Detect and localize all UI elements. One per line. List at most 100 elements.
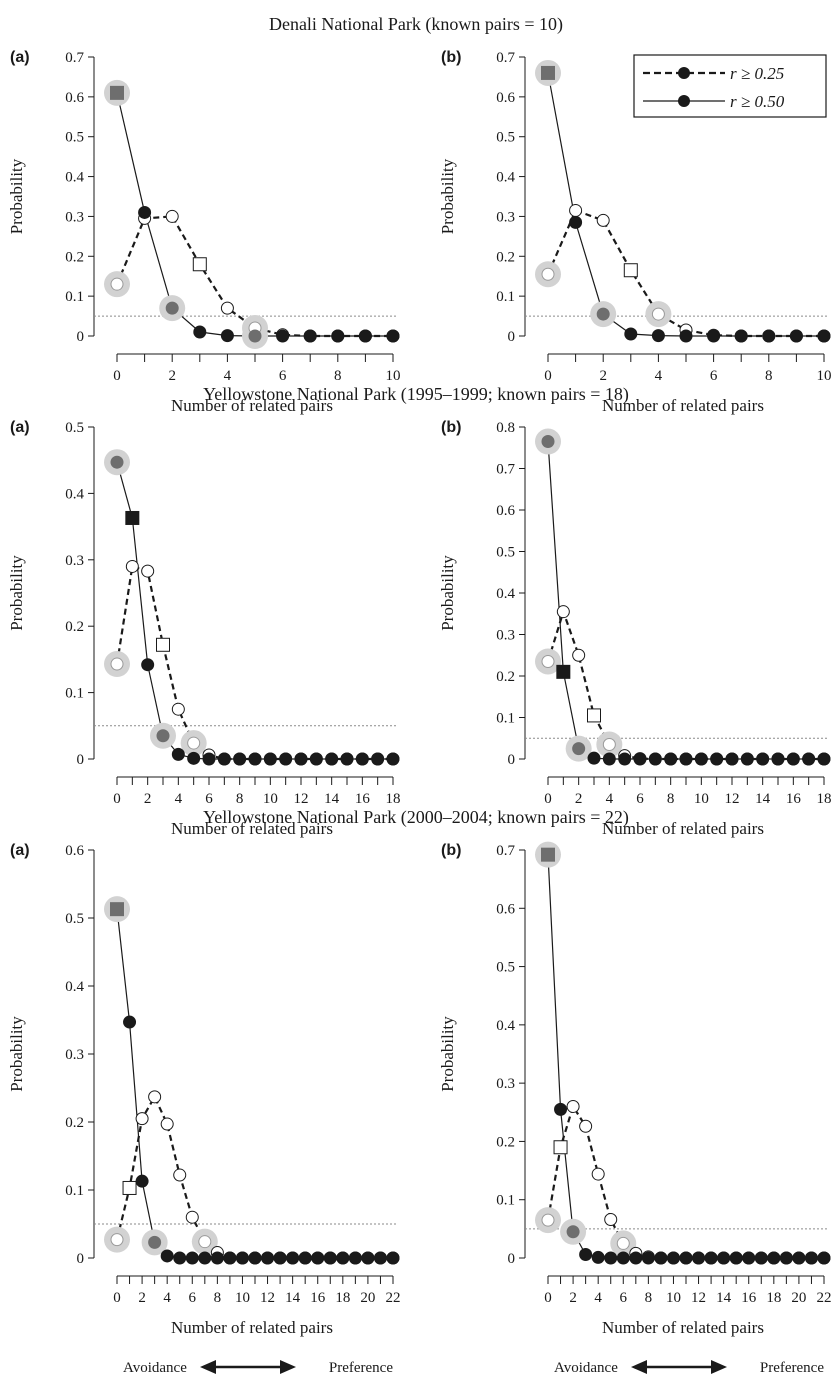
x-tick-label: 18	[335, 1290, 350, 1306]
data-point-r25	[541, 654, 555, 668]
data-point-r50-square	[556, 664, 571, 679]
data-point-r50	[789, 329, 803, 343]
y-tick-label: 0.5	[496, 130, 515, 146]
data-point-r50	[273, 1251, 287, 1265]
data-point-r50	[311, 1251, 325, 1265]
data-point-r50	[742, 1251, 756, 1265]
data-point-r50	[771, 752, 785, 766]
data-point-r25	[604, 1213, 618, 1227]
x-axis-title: Number of related pairs	[602, 819, 764, 838]
data-point-r25	[220, 301, 234, 315]
data-point-r50	[171, 747, 185, 761]
x-tick-label: 6	[205, 791, 213, 807]
x-tick-label: 8	[667, 791, 675, 807]
x-tick-label: 12	[294, 791, 309, 807]
data-point-r50	[358, 329, 372, 343]
data-point-r50	[704, 1251, 718, 1265]
data-point-r25	[566, 1099, 580, 1113]
series-line-r50	[116, 462, 393, 760]
data-point-r50	[373, 1251, 387, 1265]
legend-label-r25: r ≥ 0.25	[730, 64, 784, 83]
data-point-r25	[125, 559, 139, 573]
y-tick-label: 0.3	[496, 1076, 515, 1092]
x-tick-label: 22	[817, 1290, 832, 1306]
data-point-r25	[187, 736, 201, 750]
x-tick-label: 16	[355, 791, 371, 807]
y-tick-label: 0.6	[496, 901, 515, 917]
y-axis-title: Probability	[438, 1016, 457, 1092]
data-point-r50	[248, 752, 262, 766]
x-tick-label: 6	[189, 1290, 197, 1306]
data-point-r50	[386, 329, 400, 343]
data-point-r25	[198, 1235, 212, 1249]
data-point-r50	[110, 455, 124, 469]
data-point-r50	[361, 1251, 375, 1265]
data-point-r50	[148, 1235, 162, 1249]
y-tick-label: 0.2	[65, 249, 84, 265]
data-point-r25	[141, 564, 155, 578]
panel-label: (a)	[10, 842, 30, 859]
data-point-r50	[156, 729, 170, 743]
y-tick-label: 0.1	[496, 711, 515, 727]
x-tick-label: 12	[725, 791, 740, 807]
x-tick-label: 20	[791, 1290, 806, 1306]
x-tick-label: 18	[766, 1290, 781, 1306]
data-point-r50	[762, 329, 776, 343]
data-point-r50	[767, 1251, 781, 1265]
x-tick-label: 2	[144, 791, 152, 807]
data-point-r50	[248, 1251, 262, 1265]
y-tick-label: 0.6	[496, 90, 515, 106]
data-point-r25-square	[156, 637, 170, 652]
data-point-r50	[386, 1251, 400, 1265]
data-point-r50	[648, 752, 662, 766]
data-point-r50	[165, 301, 179, 315]
x-tick-label: 12	[260, 1290, 275, 1306]
data-point-r25	[541, 1213, 555, 1227]
y-tick-label: 0.4	[496, 586, 515, 602]
x-axis-title: Number of related pairs	[602, 396, 764, 415]
data-point-r50	[804, 1251, 818, 1265]
data-point-r50	[624, 327, 638, 341]
series-line-r50	[116, 92, 393, 337]
y-tick-label: 0.5	[496, 545, 515, 561]
data-point-r50	[734, 329, 748, 343]
y-tick-label: 0.3	[65, 209, 84, 225]
data-point-r50	[235, 1251, 249, 1265]
series-line-r50	[116, 909, 393, 1259]
data-point-r50	[679, 1251, 693, 1265]
data-point-r50	[202, 752, 216, 766]
y-tick-label: 0	[77, 752, 85, 768]
chart-panel: (b) 0 0.1 0.2 0.3 0.4 0.5 0.6 0.7 Probability 0 2 4 6…	[438, 841, 832, 1337]
y-tick-label: 0.3	[65, 553, 84, 569]
data-point-r50	[596, 307, 610, 321]
data-point-r25	[110, 277, 124, 291]
data-point-r25-square	[623, 263, 638, 278]
y-tick-label: 0.7	[65, 50, 84, 66]
arrow-right-icon	[711, 1360, 727, 1374]
data-point-r25	[160, 1117, 174, 1131]
x-tick-label: 4	[175, 791, 183, 807]
data-point-r50	[160, 1249, 174, 1263]
x-tick-label: 10	[263, 791, 278, 807]
data-point-r25	[616, 1236, 630, 1250]
x-tick-label: 6	[636, 791, 644, 807]
x-tick-label: 6	[710, 368, 718, 384]
x-tick-label: 8	[236, 791, 244, 807]
y-axis-title: Probability	[7, 555, 26, 631]
data-point-r50	[173, 1251, 187, 1265]
data-point-r50	[217, 752, 231, 766]
x-tick-label: 18	[817, 791, 832, 807]
data-point-r50	[286, 1251, 300, 1265]
data-point-r25	[171, 702, 185, 716]
x-tick-label: 4	[163, 1290, 171, 1306]
data-point-r50	[303, 329, 317, 343]
y-axis-title: Probability	[438, 555, 457, 631]
avoidance-preference-note: Avoidance Preference	[123, 1360, 393, 1376]
data-point-r50	[276, 329, 290, 343]
arrow-left-icon	[200, 1360, 216, 1374]
data-point-r50	[679, 752, 693, 766]
y-tick-label: 0.7	[496, 50, 515, 66]
x-tick-label: 16	[786, 791, 802, 807]
y-tick-label: 0.6	[496, 503, 515, 519]
